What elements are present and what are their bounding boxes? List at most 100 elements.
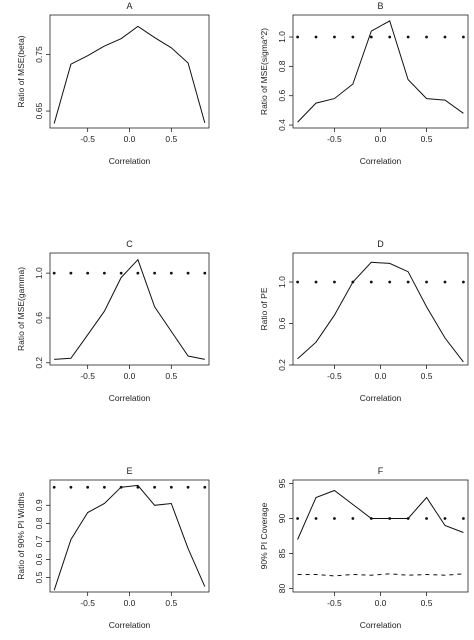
- panel-b: B -0.5 0.0 0.5 0.4 0.6 0.8 1.0 Correlation Ratio …: [259, 1, 469, 166]
- x-tick-label-c: -0.5: [80, 371, 95, 381]
- reference-point-f: [296, 517, 300, 520]
- reference-point-b: [425, 35, 428, 39]
- y-tick-label-c: 0.6: [34, 312, 44, 324]
- reference-point-c: [69, 271, 73, 275]
- reference-point-f: [333, 517, 336, 520]
- reference-point-b: [406, 35, 410, 39]
- reference-point-e: [69, 485, 73, 489]
- reference-point-e: [203, 485, 207, 489]
- x-axis-title-c: Correlation: [109, 393, 151, 403]
- y-tick-label-d: 0.2: [277, 359, 287, 371]
- x-axis-title-a: Correlation: [109, 156, 151, 166]
- reference-point-c: [136, 271, 140, 275]
- y-axis-title-c: Ratio of MSE(gamma): [16, 267, 26, 351]
- y-tick-label-e: 0.8: [34, 517, 44, 529]
- x-tick-label-b: 0.5: [421, 134, 433, 144]
- panel-title-a: A: [126, 1, 132, 11]
- panel-c: C -0.5 0.0 0.5 0.2 0.6 1.0 Correlation Ratio of …: [16, 239, 210, 403]
- y-tick-label-d: 0.6: [277, 317, 287, 329]
- reference-point-b: [314, 35, 318, 39]
- y-tick-label-e: 0.7: [34, 535, 44, 547]
- y-tick-label-b: 0.8: [277, 60, 287, 72]
- reference-point-b: [461, 35, 465, 39]
- panel-title-e: E: [126, 466, 132, 476]
- series-line-e: [53, 484, 206, 591]
- reference-point-c: [169, 271, 173, 275]
- reference-point-e: [102, 485, 106, 489]
- reference-point-c: [102, 271, 106, 275]
- series-line-c: [54, 258, 205, 360]
- y-tick-label-e: 0.5: [34, 571, 44, 583]
- y-axis-title-d: Ratio of PE: [259, 287, 269, 330]
- reference-point-c: [153, 271, 157, 275]
- reference-point-f: [369, 517, 373, 520]
- panel-title-f: F: [378, 466, 384, 476]
- y-tick-label-b: 0.4: [277, 119, 287, 131]
- x-tick-label-a: -0.5: [80, 134, 95, 144]
- reference-point-c: [119, 271, 123, 275]
- y-tick-label-f: 90: [277, 514, 287, 524]
- x-tick-label-a: 0.0: [124, 134, 136, 144]
- dashed-series-line-f: [297, 573, 464, 577]
- x-tick-label-f: 0.5: [421, 598, 433, 608]
- x-tick-label-d: -0.5: [327, 371, 342, 381]
- reference-point-e: [86, 485, 90, 489]
- reference-point-f: [443, 517, 447, 520]
- reference-point-d: [296, 280, 300, 284]
- plot-frame-e: [49, 479, 210, 593]
- x-tick-label-e: 0.0: [124, 598, 136, 608]
- reference-point-f: [314, 517, 318, 520]
- reference-point-f: [461, 517, 465, 520]
- reference-point-b: [351, 35, 355, 39]
- series-line-f: [297, 489, 464, 540]
- reference-point-d: [369, 280, 373, 284]
- reference-point-b: [443, 35, 447, 39]
- reference-point-b: [388, 35, 392, 39]
- plot-frame-d: [292, 252, 469, 366]
- reference-point-d: [425, 280, 428, 284]
- reference-point-c: [203, 271, 207, 275]
- plot-frame-c: [49, 252, 210, 366]
- panel-d: D -0.5 0.0 0.5 0.2 0.6 1.0 Correlation Ratio of …: [259, 239, 469, 403]
- reference-point-e: [136, 485, 140, 489]
- y-axis-title-a: Ratio of MSE(beta): [16, 35, 26, 107]
- y-axis-title-f: 90% PI Coverage: [259, 502, 269, 569]
- reference-point-c: [86, 271, 90, 275]
- y-tick-label-f: 95: [277, 479, 287, 489]
- x-tick-label-f: -0.5: [327, 598, 342, 608]
- y-tick-label-f: 85: [277, 549, 287, 559]
- x-axis-title-b: Correlation: [360, 156, 402, 166]
- panel-title-d: D: [377, 239, 384, 249]
- panel-title-c: C: [126, 239, 133, 249]
- x-tick-label-e: -0.5: [80, 598, 95, 608]
- y-tick-label-e: 0.6: [34, 553, 44, 565]
- x-axis-title-d: Correlation: [360, 393, 402, 403]
- reference-point-d: [388, 280, 392, 284]
- x-tick-label-e: 0.5: [165, 598, 177, 608]
- x-tick-label-d: 0.5: [421, 371, 433, 381]
- panel-a: A -0.5 0.0 0.5 0.65 0.75 Correlation Ratio of M…: [16, 1, 210, 166]
- x-tick-label-b: -0.5: [327, 134, 342, 144]
- y-axis-title-e: Ratio of 90% PI Widths: [16, 492, 26, 579]
- x-tick-label-a: 0.5: [165, 134, 177, 144]
- reference-point-e: [153, 485, 157, 489]
- x-tick-label-b: 0.0: [375, 134, 387, 144]
- reference-point-e: [119, 485, 123, 489]
- y-tick-label-b: 1.0: [277, 31, 287, 43]
- y-tick-label-d: 1.0: [277, 276, 287, 288]
- y-tick-label-c: 1.0: [34, 267, 44, 279]
- panel-e: E -0.5 0.0 0.5 0.5 0.6 0.7 0.8 0.9 Correlation Rat…: [16, 466, 210, 630]
- x-tick-label-c: 0.5: [165, 371, 177, 381]
- reference-point-f: [351, 517, 355, 520]
- reference-point-f: [425, 517, 428, 520]
- reference-point-d: [333, 280, 336, 284]
- reference-point-b: [369, 35, 373, 39]
- y-tick-label-e: 0.9: [34, 499, 44, 511]
- reference-point-d: [406, 280, 410, 284]
- reference-point-d: [443, 280, 447, 284]
- reference-point-f: [406, 517, 410, 520]
- y-tick-label-f: 80: [277, 584, 287, 594]
- reference-point-d: [461, 280, 465, 284]
- y-tick-label-b: 0.6: [277, 90, 287, 102]
